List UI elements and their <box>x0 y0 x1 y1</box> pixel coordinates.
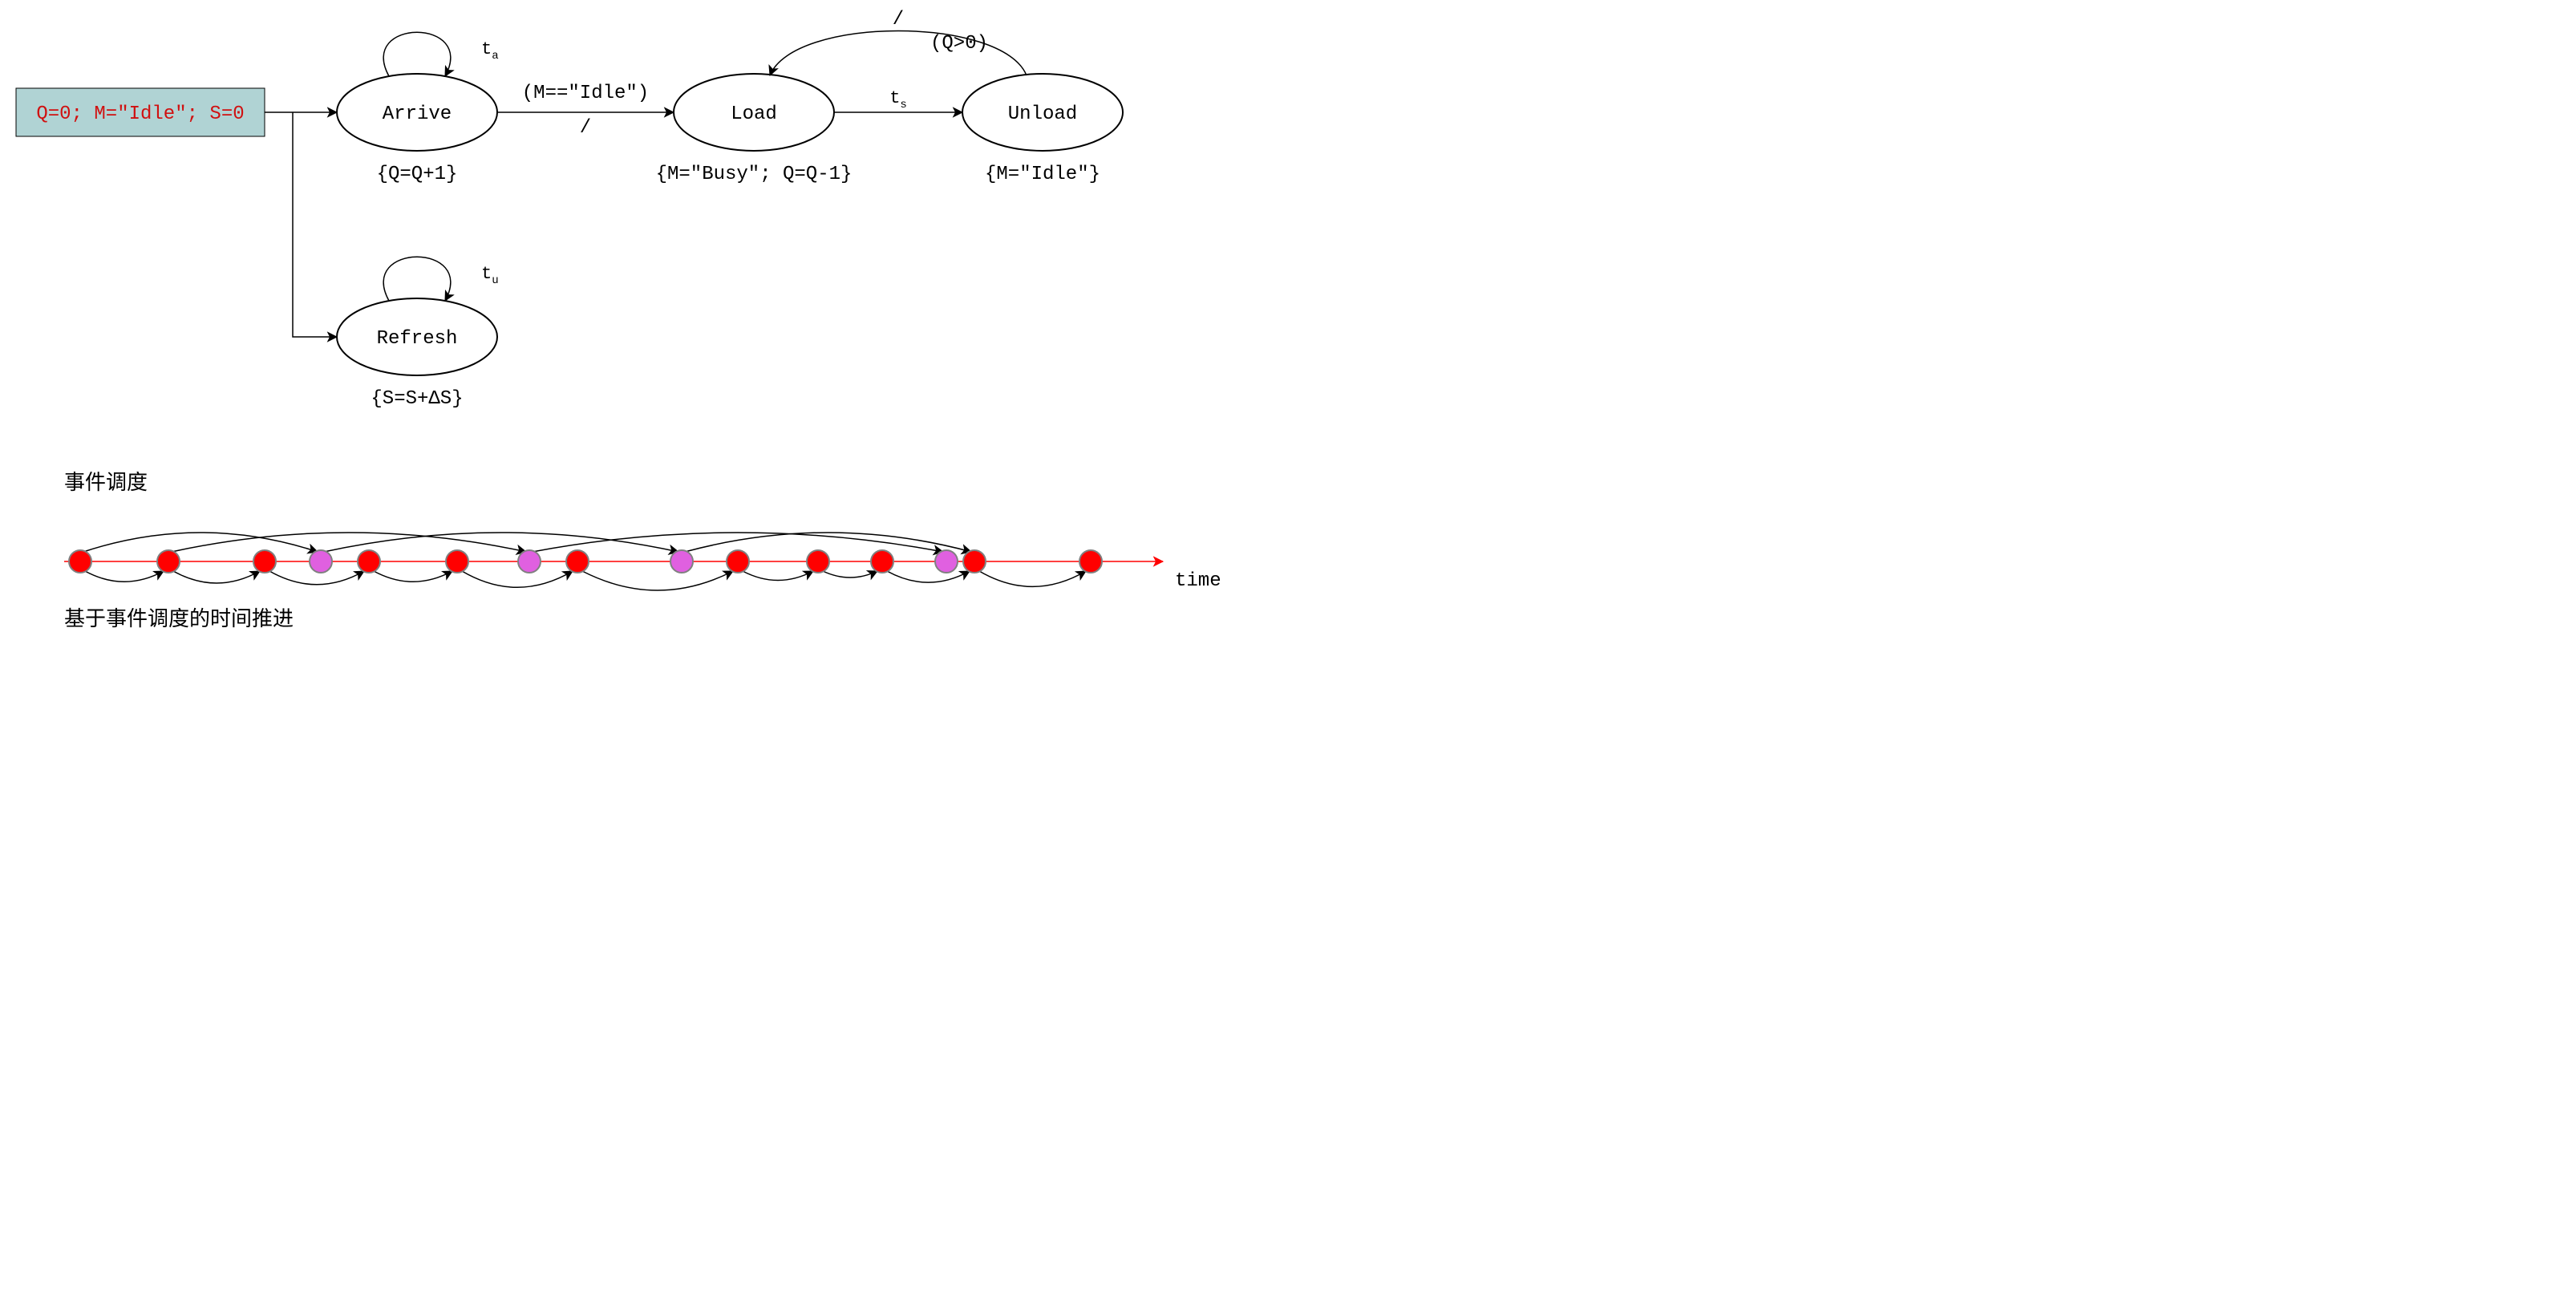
timeline-axis-label: time <box>1175 570 1221 592</box>
edge-unload-load-slash: / <box>893 9 904 30</box>
selfloop-label-arrive: ta <box>481 39 499 63</box>
timeline-arc-top <box>172 533 526 552</box>
edge-arrive-load-cond: (M=="Idle") <box>522 83 649 104</box>
timeline-subtitle: 基于事件调度的时间推进 <box>64 606 294 630</box>
timeline-dot-9 <box>727 550 749 573</box>
init-text: Q=0; M="Idle"; S=0 <box>36 103 244 125</box>
selfloop-arrive <box>383 32 451 76</box>
timeline-arc-bottom <box>979 571 1086 586</box>
edge-arrive-load-slash: / <box>580 117 591 139</box>
timeline-dot-2 <box>253 550 276 573</box>
timeline-dot-14 <box>1079 550 1102 573</box>
timeline-arc-bottom <box>269 571 364 585</box>
timeline-arc-bottom <box>743 571 813 581</box>
timeline-arc-bottom <box>823 571 877 577</box>
timeline-arc-bottom <box>462 571 573 587</box>
timeline-dot-4 <box>358 550 380 573</box>
node-label-arrive: Arrive <box>383 103 452 125</box>
node-under-arrive: {Q=Q+1} <box>377 164 458 185</box>
timeline-arc-bottom <box>85 571 164 582</box>
node-label-refresh: Refresh <box>377 328 458 350</box>
timeline-arc-bottom <box>582 571 733 590</box>
timeline-dot-1 <box>157 550 180 573</box>
edge-init-refresh <box>293 112 337 337</box>
timeline-arc-bottom <box>887 571 970 582</box>
timeline-dot-8 <box>670 550 693 573</box>
timeline-title: 事件调度 <box>64 470 148 494</box>
timeline-arc-bottom <box>173 571 260 583</box>
timeline-dot-0 <box>69 550 91 573</box>
timeline-dot-11 <box>871 550 893 573</box>
edge-unload-load-cond: (Q>0) <box>930 33 988 55</box>
selfloop-refresh <box>383 257 451 301</box>
node-under-unload: {M="Idle"} <box>985 164 1100 185</box>
timeline-dot-3 <box>310 550 332 573</box>
timeline-dot-10 <box>807 550 829 573</box>
timeline-arc-bottom <box>374 571 452 582</box>
node-under-load: {M="Busy"; Q=Q-1} <box>656 164 853 185</box>
timeline-dot-7 <box>566 550 589 573</box>
timeline-dot-12 <box>935 550 958 573</box>
timeline-arc-top <box>324 533 678 552</box>
selfloop-label-refresh: tu <box>481 264 499 287</box>
node-label-unload: Unload <box>1008 103 1077 125</box>
timeline-dot-13 <box>963 550 986 573</box>
timeline-dot-5 <box>446 550 468 573</box>
edge-load-unload-label: ts <box>889 88 907 111</box>
node-label-load: Load <box>731 103 777 125</box>
node-under-refresh: {S=S+ΔS} <box>371 388 463 410</box>
timeline-dot-6 <box>518 550 541 573</box>
